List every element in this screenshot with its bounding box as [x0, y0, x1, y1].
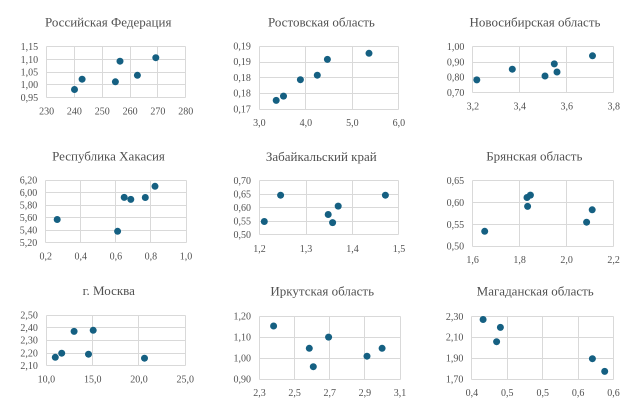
- svg-text:2,20: 2,20: [20, 348, 38, 359]
- svg-text:0,19: 0,19: [233, 57, 251, 68]
- svg-text:1,05: 1,05: [21, 68, 39, 79]
- svg-text:Российская Федерация: Российская Федерация: [45, 15, 172, 30]
- svg-text:1,10: 1,10: [21, 55, 39, 66]
- svg-text:5,80: 5,80: [20, 200, 38, 211]
- svg-text:0,65: 0,65: [234, 190, 252, 201]
- svg-text:0,70: 0,70: [447, 88, 465, 99]
- svg-text:Новосибирская область: Новосибирская область: [470, 15, 601, 30]
- svg-text:0,6: 0,6: [572, 388, 585, 399]
- svg-text:0,18: 0,18: [233, 89, 251, 100]
- svg-text:3,2: 3,2: [467, 101, 480, 112]
- svg-text:1,00: 1,00: [21, 80, 39, 91]
- svg-text:Республика Хакасия: Республика Хакасия: [52, 148, 165, 163]
- svg-text:0,4: 0,4: [466, 388, 479, 399]
- svg-text:г. Москва: г. Москва: [83, 283, 135, 298]
- svg-text:2,30: 2,30: [446, 312, 464, 323]
- svg-text:0,17: 0,17: [233, 104, 251, 115]
- svg-text:5,20: 5,20: [20, 238, 38, 249]
- svg-text:6,0: 6,0: [393, 118, 406, 129]
- svg-text:1,20: 1,20: [234, 311, 252, 322]
- svg-text:1,0: 1,0: [180, 251, 193, 262]
- svg-text:2,0: 2,0: [560, 255, 573, 266]
- svg-text:3,4: 3,4: [514, 101, 527, 112]
- svg-text:4,0: 4,0: [300, 118, 313, 129]
- svg-text:0,18: 0,18: [233, 73, 251, 84]
- svg-text:2,10: 2,10: [446, 333, 464, 344]
- svg-text:5,40: 5,40: [20, 225, 38, 236]
- svg-text:280: 280: [178, 107, 193, 118]
- svg-text:Брянская область: Брянская область: [486, 149, 582, 164]
- svg-text:1,10: 1,10: [234, 333, 252, 344]
- svg-text:1,4: 1,4: [346, 244, 359, 255]
- svg-text:2,50: 2,50: [20, 310, 38, 321]
- svg-text:0,8: 0,8: [145, 251, 158, 262]
- svg-text:6,20: 6,20: [20, 176, 38, 187]
- svg-text:1,70: 1,70: [446, 374, 464, 385]
- svg-text:5,0: 5,0: [346, 118, 359, 129]
- svg-text:Забайкальский край: Забайкальский край: [266, 149, 377, 164]
- svg-text:15,0: 15,0: [84, 375, 102, 386]
- svg-text:0,60: 0,60: [447, 198, 465, 209]
- svg-text:0,90: 0,90: [447, 57, 465, 68]
- svg-text:240: 240: [67, 107, 82, 118]
- svg-text:0,60: 0,60: [234, 203, 252, 214]
- svg-text:250: 250: [95, 107, 110, 118]
- svg-text:10,0: 10,0: [38, 375, 56, 386]
- svg-text:3,6: 3,6: [561, 101, 574, 112]
- svg-text:0,50: 0,50: [447, 242, 465, 253]
- svg-text:230: 230: [39, 107, 54, 118]
- svg-text:0,80: 0,80: [447, 73, 465, 84]
- svg-text:3,0: 3,0: [253, 118, 266, 129]
- svg-text:0,95: 0,95: [21, 93, 39, 104]
- svg-text:2,30: 2,30: [20, 336, 38, 347]
- svg-text:25,0: 25,0: [177, 375, 195, 386]
- svg-text:2,7: 2,7: [324, 388, 337, 399]
- svg-text:1,8: 1,8: [513, 255, 526, 266]
- svg-text:1,00: 1,00: [447, 42, 465, 53]
- svg-text:2,5: 2,5: [288, 388, 301, 399]
- svg-text:Ростовская область: Ростовская область: [268, 15, 375, 30]
- svg-text:0,2: 0,2: [39, 251, 52, 262]
- svg-text:Магаданская область: Магаданская область: [477, 284, 594, 299]
- svg-text:0,90: 0,90: [234, 375, 252, 386]
- svg-text:2,3: 2,3: [253, 388, 266, 399]
- svg-text:3,8: 3,8: [607, 101, 620, 112]
- svg-text:1,15: 1,15: [21, 42, 39, 53]
- svg-text:270: 270: [150, 107, 165, 118]
- svg-text:5,60: 5,60: [20, 213, 38, 224]
- svg-text:0,6: 0,6: [110, 251, 123, 262]
- svg-text:20,0: 20,0: [130, 375, 148, 386]
- svg-text:0,4: 0,4: [75, 251, 88, 262]
- svg-text:2,40: 2,40: [20, 323, 38, 334]
- svg-text:1,6: 1,6: [466, 255, 479, 266]
- svg-text:0,6: 0,6: [607, 388, 620, 399]
- svg-text:3,1: 3,1: [394, 388, 407, 399]
- svg-text:2,2: 2,2: [607, 255, 620, 266]
- svg-text:0,50: 0,50: [234, 230, 252, 241]
- svg-text:0,55: 0,55: [447, 220, 465, 231]
- svg-text:2,10: 2,10: [20, 361, 38, 372]
- svg-text:0,19: 0,19: [233, 42, 251, 53]
- svg-text:1,2: 1,2: [253, 244, 266, 255]
- svg-text:2,9: 2,9: [359, 388, 372, 399]
- svg-text:6,00: 6,00: [20, 188, 38, 199]
- svg-text:1,90: 1,90: [446, 354, 464, 365]
- svg-text:0,55: 0,55: [234, 217, 252, 228]
- svg-text:0,65: 0,65: [447, 176, 465, 187]
- svg-text:260: 260: [123, 107, 138, 118]
- svg-text:1,5: 1,5: [393, 244, 406, 255]
- svg-text:1,3: 1,3: [300, 244, 313, 255]
- svg-text:Иркутская область: Иркутская область: [270, 284, 374, 299]
- svg-text:1,00: 1,00: [234, 354, 252, 365]
- svg-text:0,5: 0,5: [536, 388, 549, 399]
- svg-text:0,5: 0,5: [501, 388, 514, 399]
- svg-text:0,70: 0,70: [234, 176, 252, 187]
